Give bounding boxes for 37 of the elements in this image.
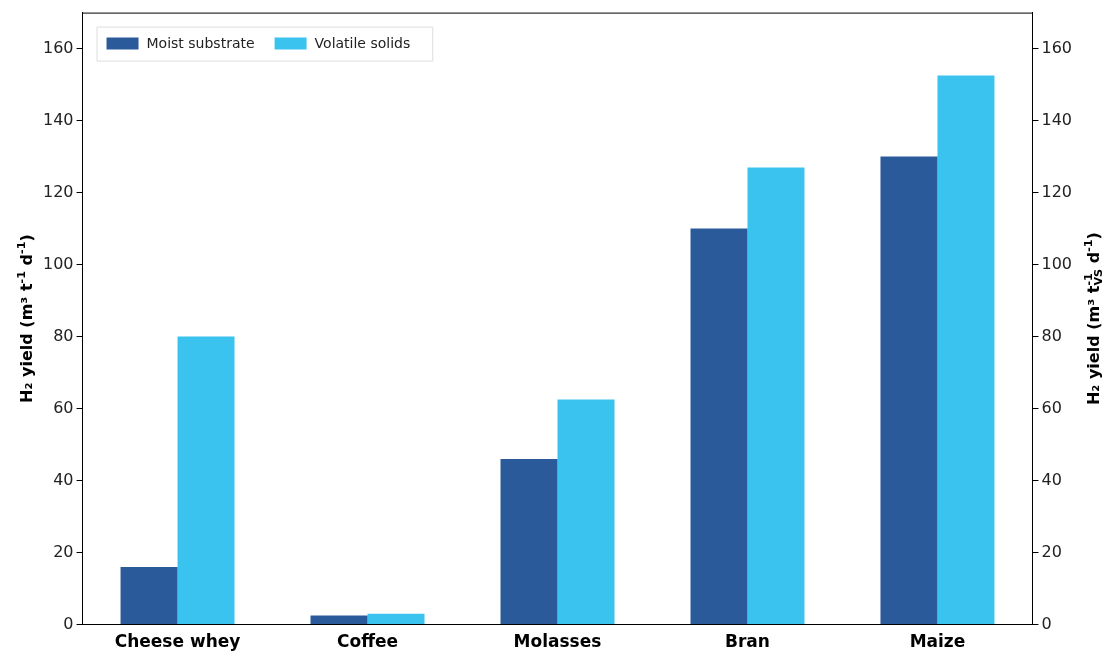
- bar: [120, 567, 178, 625]
- legend-label: Moist substrate: [146, 35, 255, 52]
- x-tick-label: Bran: [725, 631, 770, 652]
- y-tick-label: 100: [42, 253, 74, 273]
- y-tick-label: 160: [42, 37, 74, 57]
- y-tick-label: 40: [53, 469, 74, 489]
- y2-tick-label: 140: [1041, 109, 1073, 129]
- y2-tick-label: 100: [1041, 253, 1073, 273]
- y-axis-title: H₂ yield (m³ t-1 d-1): [14, 234, 37, 403]
- y-tick-label: 140: [42, 109, 74, 129]
- y2-tick-label: 40: [1041, 469, 1062, 489]
- x-tick-label: Cheese whey: [114, 631, 241, 652]
- bar: [500, 459, 558, 625]
- y-tick-label: 20: [53, 541, 74, 561]
- bar: [747, 167, 805, 625]
- bar: [937, 75, 995, 625]
- x-tick-label: Molasses: [513, 631, 602, 652]
- bar: [310, 615, 368, 625]
- y-tick-label: 60: [53, 397, 74, 417]
- y2-tick-label: 160: [1041, 37, 1073, 57]
- bar: [367, 613, 425, 625]
- bar: [880, 156, 938, 625]
- y2-tick-label: 0: [1041, 613, 1052, 633]
- x-tick-label: Maize: [909, 631, 966, 652]
- y-tick-label: 80: [53, 325, 74, 345]
- y2-axis-title: H₂ yield (m³ t-1VS d-1): [1081, 232, 1105, 406]
- bar: [557, 399, 615, 625]
- y2-tick-label: 60: [1041, 397, 1062, 417]
- y-tick-label: 0: [63, 613, 74, 633]
- y-tick-label: 120: [42, 181, 74, 201]
- legend-label: Volatile solids: [314, 35, 411, 52]
- x-tick-label: Coffee: [337, 631, 399, 652]
- bar: [690, 228, 748, 625]
- y2-tick-label: 20: [1041, 541, 1062, 561]
- y2-tick-label: 80: [1041, 325, 1062, 345]
- bar: [177, 336, 235, 625]
- y2-tick-label: 120: [1041, 181, 1073, 201]
